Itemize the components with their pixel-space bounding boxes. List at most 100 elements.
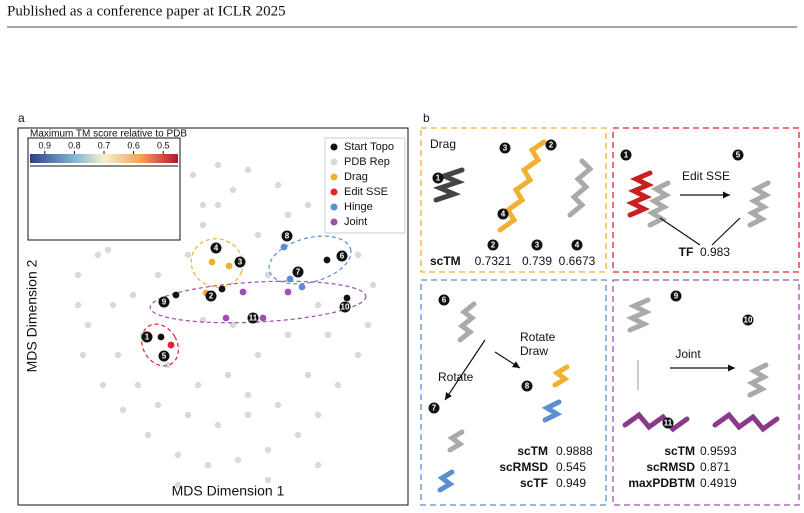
marker-badge: [670, 290, 682, 302]
colorbar-tick-label: 0.5: [157, 140, 170, 150]
structure: [432, 167, 466, 203]
marker-badge: [158, 296, 170, 308]
marker-badge: [487, 239, 499, 251]
point: [274, 401, 282, 409]
metric-label: scRMSD: [646, 460, 695, 474]
point: [314, 301, 322, 309]
marker-badge: [432, 172, 444, 184]
point: [194, 381, 202, 389]
point: [264, 476, 272, 484]
marker-number: 2: [491, 241, 496, 250]
point: [224, 371, 232, 379]
point: [334, 381, 342, 389]
point: [244, 166, 252, 174]
colorbar-tick-label: 0.9: [39, 140, 52, 150]
metric-label: scTM: [517, 444, 548, 458]
structure: [646, 180, 672, 228]
joint-outline: [149, 280, 367, 324]
step-label: Rotate: [438, 370, 474, 384]
point: [304, 371, 312, 379]
metric-value: 0.9593: [700, 444, 737, 458]
hinge-box: [420, 279, 607, 506]
structure: [497, 139, 547, 233]
connector: [711, 217, 741, 246]
structures: [432, 139, 780, 493]
box-title: Edit SSE: [682, 169, 730, 183]
point: [364, 321, 372, 329]
marker-number: 1: [624, 151, 629, 160]
panel-label: b: [423, 111, 430, 125]
structure: [622, 411, 690, 433]
structure: [746, 362, 770, 398]
legend-swatch: [330, 203, 338, 211]
point: [208, 258, 216, 266]
legend-swatch: [330, 173, 338, 181]
legend-swatch: [330, 158, 338, 166]
edit-box: [612, 127, 800, 273]
structure: [447, 429, 465, 453]
marker-badge: [742, 314, 754, 326]
point: [229, 186, 237, 194]
point: [74, 271, 82, 279]
metric-value: 0.9888: [556, 444, 593, 458]
metric-value: 0.739: [522, 254, 552, 268]
metric-label: scRMSD: [499, 460, 548, 474]
point: [129, 291, 137, 299]
point: [343, 294, 351, 302]
point: [369, 281, 377, 289]
marker-badge: [247, 312, 259, 324]
drag-outline: [190, 238, 244, 288]
point: [114, 351, 122, 359]
marker-badge: [234, 256, 246, 268]
structure: [746, 180, 772, 228]
marker-badge: [545, 139, 557, 151]
drag-box: [420, 127, 607, 273]
header-title: Published as a conference paper at ICLR …: [7, 3, 286, 19]
point: [259, 314, 267, 322]
marker-badge: [499, 142, 511, 154]
metric-label: scTM: [430, 254, 461, 268]
legend-label: PDB Rep: [344, 156, 390, 168]
marker-number: 4: [501, 210, 506, 219]
point: [225, 262, 233, 270]
step-label: Rotate: [520, 330, 556, 344]
point: [244, 391, 252, 399]
point: [204, 461, 212, 469]
marker-badge: [662, 417, 674, 429]
structure: [626, 297, 652, 333]
panel-boxes: [420, 127, 800, 506]
marker-badge: [281, 230, 293, 242]
marker-badge: [571, 239, 583, 251]
marker-number: 11: [249, 314, 258, 323]
point: [214, 201, 222, 209]
structure: [567, 158, 594, 218]
legend-swatch: [330, 143, 338, 151]
marker-badge: [336, 250, 348, 262]
legend-label: Joint: [344, 216, 367, 228]
marker-number: 7: [432, 404, 437, 413]
point: [323, 256, 331, 264]
y-axis-label: MDS Dimension 2: [24, 259, 40, 372]
marker-number: 4: [214, 244, 219, 253]
step-label: Draw: [520, 344, 548, 358]
marker-number: 3: [503, 144, 508, 153]
point: [144, 431, 152, 439]
point: [264, 271, 272, 279]
arrow: [444, 339, 486, 401]
point: [284, 211, 292, 219]
point: [294, 431, 302, 439]
marker-badge: [210, 242, 222, 254]
metric-label: maxPDBTM: [628, 476, 695, 490]
marker-number: 9: [162, 298, 167, 307]
structure: [437, 469, 455, 493]
colorbar-tick-label: 0.7: [98, 140, 111, 150]
marker-badge: [531, 239, 543, 251]
point: [94, 251, 102, 259]
point: [214, 421, 222, 429]
marker-number: 2: [549, 141, 554, 150]
structure: [552, 364, 570, 388]
marker-badge: [620, 149, 632, 161]
legend-swatch: [330, 188, 338, 196]
colorbar-tick-label: 0.6: [127, 140, 140, 150]
marker-number: 1: [145, 333, 150, 342]
